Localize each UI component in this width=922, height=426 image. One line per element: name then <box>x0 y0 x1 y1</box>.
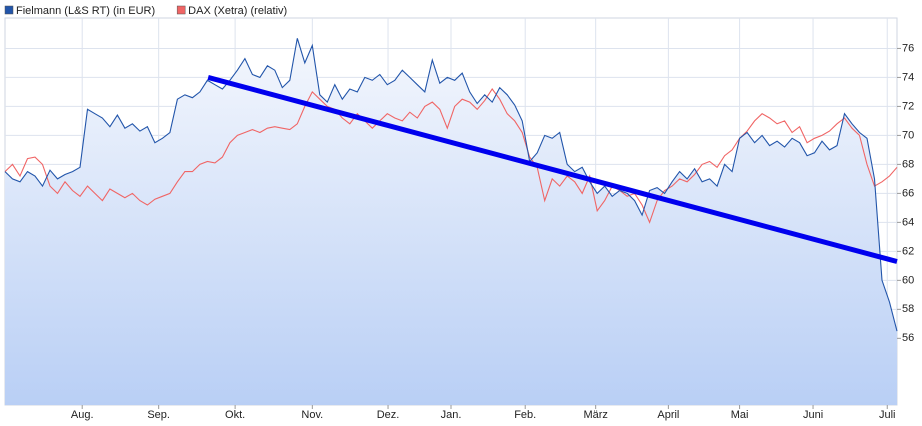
trend-line <box>207 75 898 264</box>
y-tick-label: 60 <box>902 274 914 286</box>
y-tick-label: 62 <box>902 245 914 257</box>
x-tick-label: Sep. <box>147 409 170 421</box>
x-tick-label: April <box>657 409 679 421</box>
line <box>4 88 898 224</box>
line <box>4 38 898 332</box>
y-tick-label: 74 <box>902 71 914 83</box>
y-tick-label: 56 <box>902 332 914 344</box>
x-tick-label: Aug. <box>71 409 94 421</box>
legend-swatch <box>4 5 14 15</box>
legend: Fielmann (L&S RT) (in EUR) DAX (Xetra) (r… <box>4 5 287 17</box>
x-tick-label: Jan. <box>441 409 462 421</box>
y-tick-label: 76 <box>902 42 914 54</box>
area <box>5 38 897 406</box>
legend-label: DAX (Xetra) (relativ) <box>188 5 287 17</box>
x-tick-label: März <box>583 409 607 421</box>
y-tick-label: 58 <box>902 303 914 315</box>
x-tick-label: Juni <box>803 409 823 421</box>
y-tick-label: 68 <box>902 158 914 170</box>
legend-label: Fielmann (L&S RT) (in EUR) <box>16 5 155 17</box>
x-tick-label: Okt. <box>225 409 245 421</box>
x-tick-label: Feb. <box>514 409 536 421</box>
legend-swatch <box>176 5 186 15</box>
y-tick-label: 66 <box>902 187 914 199</box>
x-tick-label: Mai <box>731 409 749 421</box>
y-tick-label: 70 <box>902 129 914 141</box>
x-tick-label: Dez. <box>377 409 400 421</box>
y-tick-label: 72 <box>902 100 914 112</box>
x-tick-label: Juli <box>879 409 896 421</box>
x-tick-label: Nov. <box>301 409 323 421</box>
y-tick-label: 64 <box>902 216 914 228</box>
